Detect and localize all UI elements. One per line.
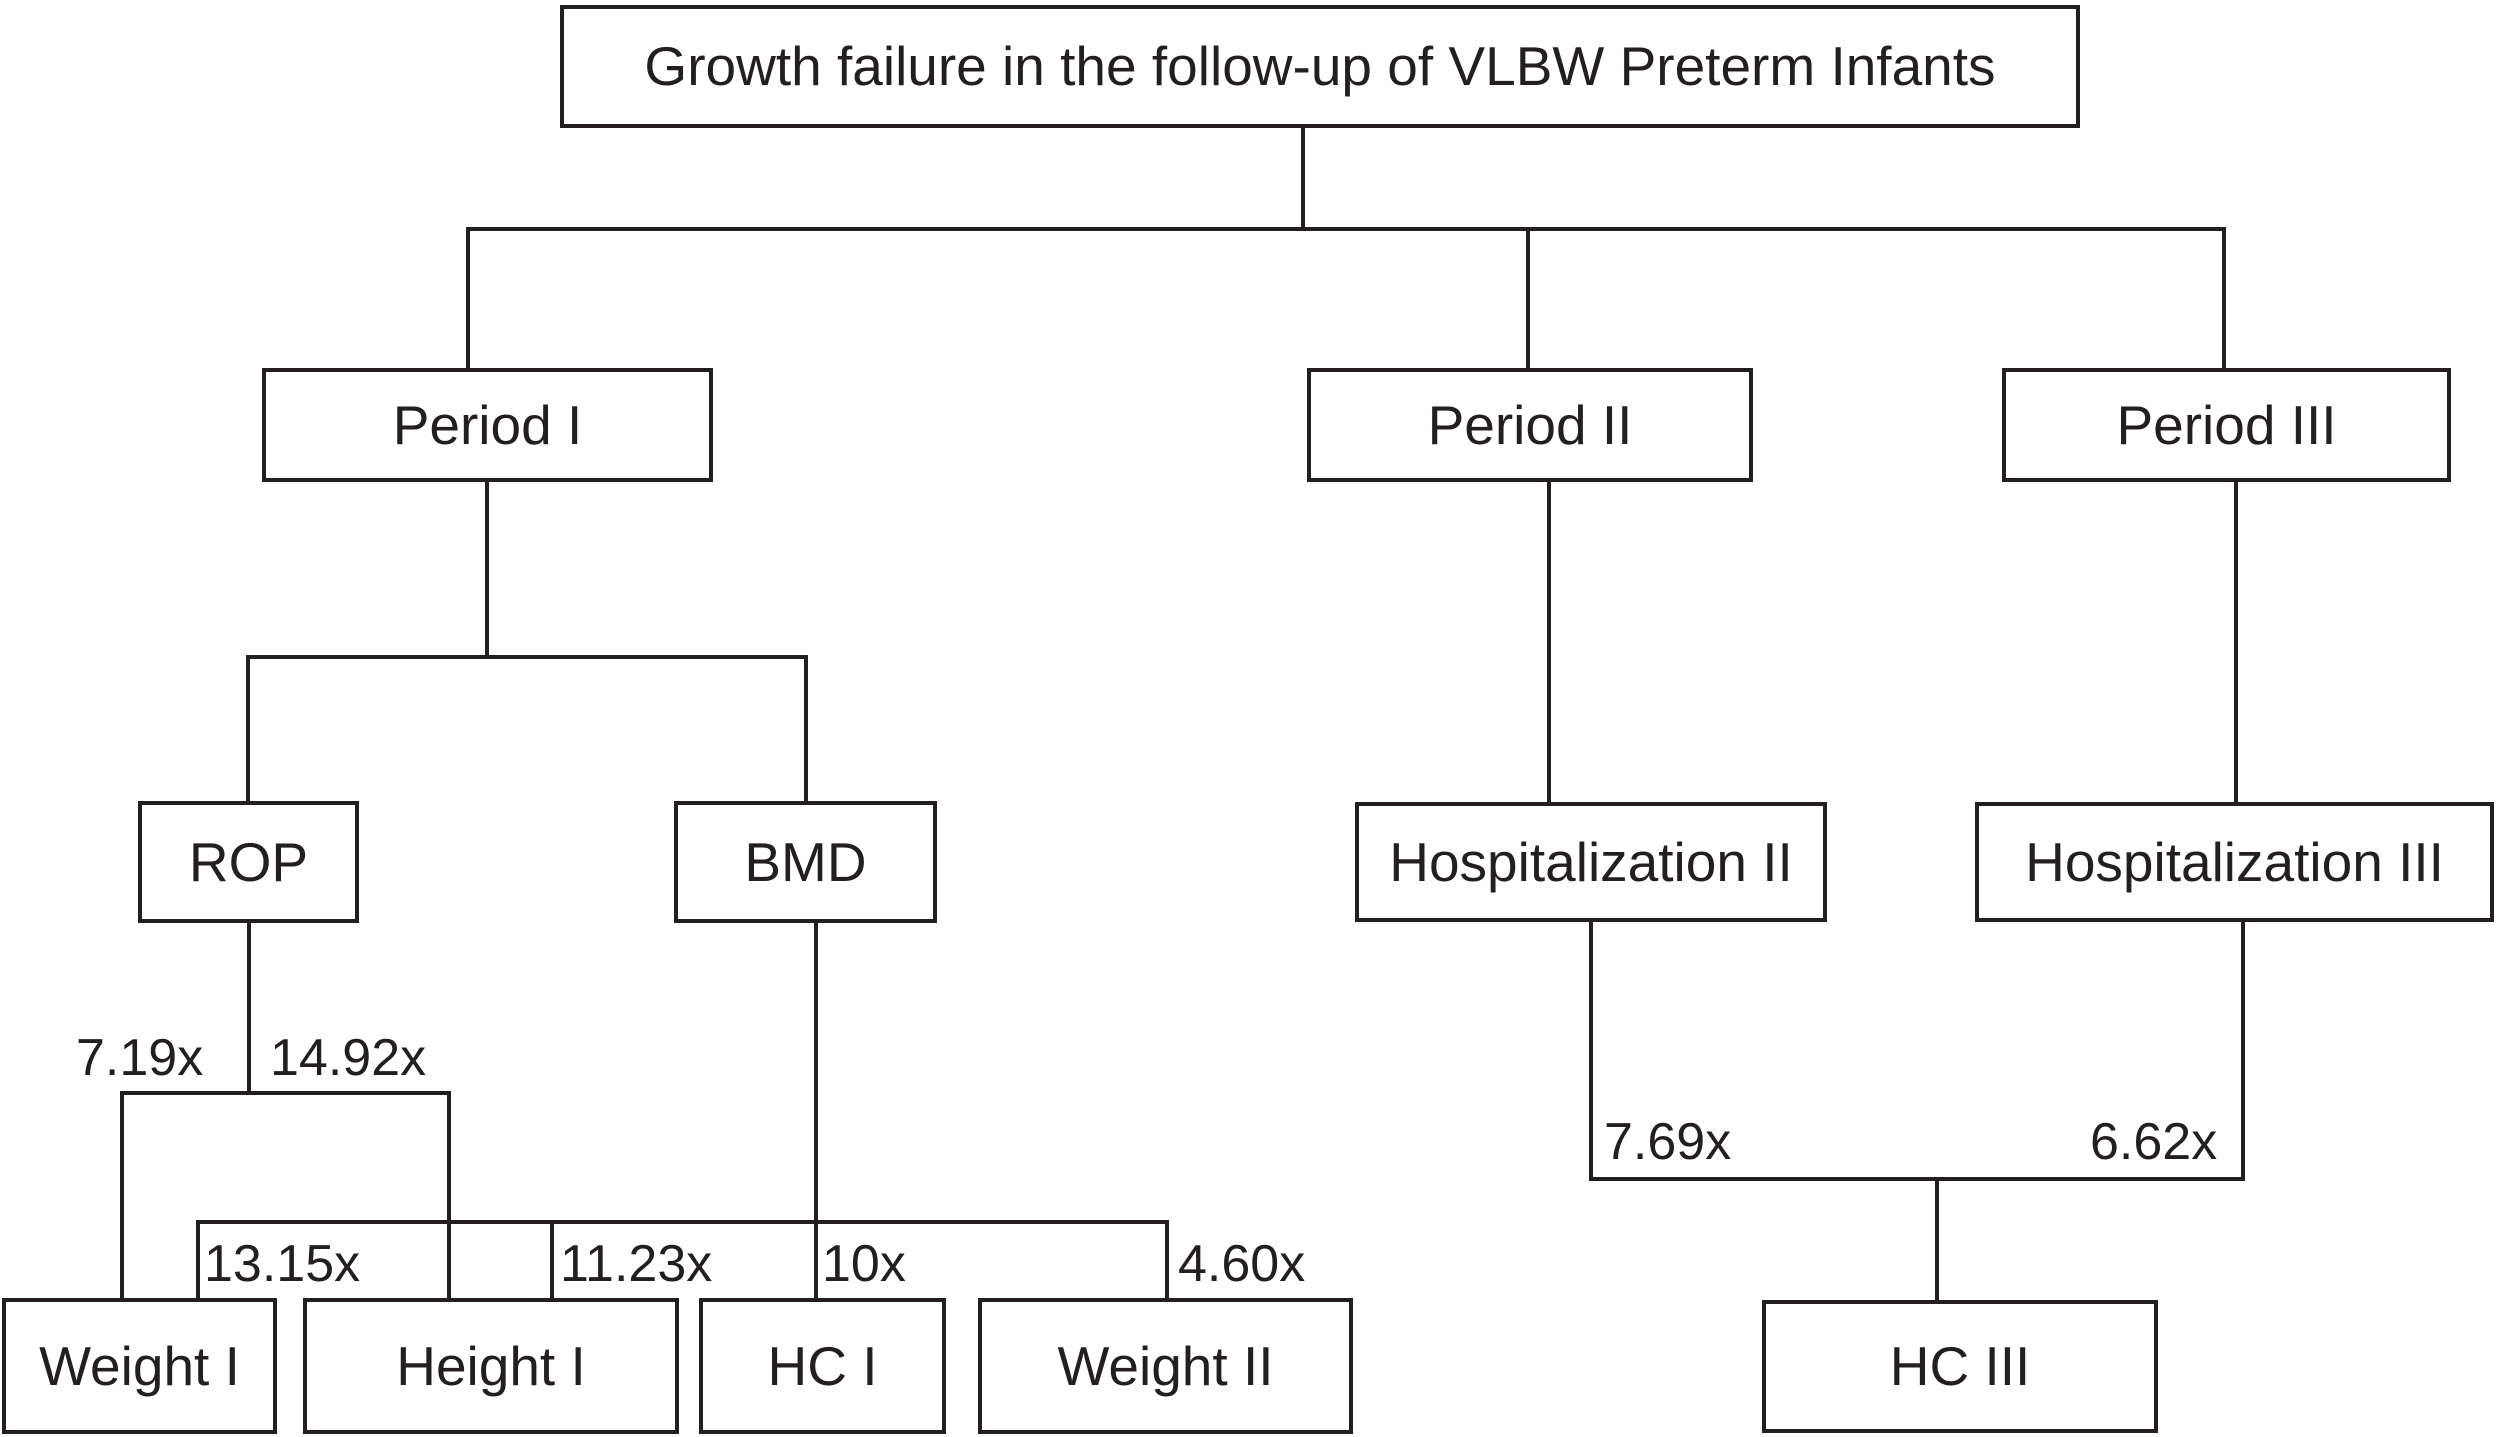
node-hc-1: HC I: [699, 1298, 946, 1434]
connector-bmd-fan-rail: [196, 1220, 1169, 1224]
connector-top-rail: [466, 227, 2226, 231]
edge-label-bmd-height-1: 11.23x: [560, 1235, 713, 1293]
edge-label-rop-weight-1: 7.19x: [76, 1029, 204, 1087]
connector-to-period-3: [2222, 229, 2226, 370]
node-height-1: Height I: [303, 1298, 679, 1434]
connector-rop-to-height-1: [447, 1093, 451, 1300]
connector-rop-stem: [247, 921, 251, 1095]
node-weight-2: Weight II: [978, 1298, 1353, 1434]
connector-rop-fork-rail: [120, 1091, 451, 1095]
connector-hosp-2-stem: [1589, 920, 1593, 1181]
connector-to-hc-3: [1935, 1179, 1939, 1302]
connector-period-1-stem: [485, 480, 489, 659]
edge-label-bmd-weight-1: 13.15x: [204, 1235, 361, 1293]
node-period-2: Period II: [1307, 368, 1753, 482]
connector-rop-bmd-rail: [246, 655, 808, 659]
connector-bmd-to-hc-1: [814, 920, 818, 1300]
connector-bmd-to-height-1: [550, 1222, 554, 1300]
node-weight-1: Weight I: [2, 1298, 277, 1434]
connector-period-2-to-hosp-2: [1547, 480, 1551, 804]
node-period-1: Period I: [262, 368, 713, 482]
connector-hosp-join-rail: [1589, 1177, 2245, 1181]
node-rop: ROP: [138, 801, 359, 923]
node-hc-3: HC III: [1762, 1300, 2158, 1433]
connector-period-3-to-hosp-3: [2234, 480, 2238, 804]
node-bmd: BMD: [674, 801, 937, 923]
connector-bmd-to-weight-2: [1165, 1222, 1169, 1300]
node-hospitalization-3: Hospitalization III: [1975, 802, 2494, 922]
connector-to-rop: [246, 657, 250, 803]
node-hospitalization-2: Hospitalization II: [1355, 802, 1827, 922]
edge-label-rop-height-1: 14.92x: [270, 1029, 427, 1087]
connector-hosp-3-stem: [2241, 920, 2245, 1181]
edge-label-hosp-3-hc-3: 6.62x: [2090, 1113, 2218, 1171]
edge-label-hosp-2-hc-3: 7.69x: [1604, 1113, 1732, 1171]
connector-to-period-2: [1526, 229, 1530, 370]
node-period-3: Period III: [2002, 368, 2451, 482]
edge-label-bmd-weight-2: 4.60x: [1178, 1235, 1306, 1293]
node-title: Growth failure in the follow-up of VLBW …: [560, 5, 2080, 128]
edge-label-bmd-hc-1: 10x: [822, 1235, 906, 1293]
connector-rop-to-weight-1: [120, 1093, 124, 1300]
connector-bmd-to-weight-1: [196, 1222, 200, 1300]
connector-to-bmd: [804, 657, 808, 803]
connector-to-period-1: [466, 229, 470, 370]
connector-title-stem: [1301, 126, 1305, 231]
